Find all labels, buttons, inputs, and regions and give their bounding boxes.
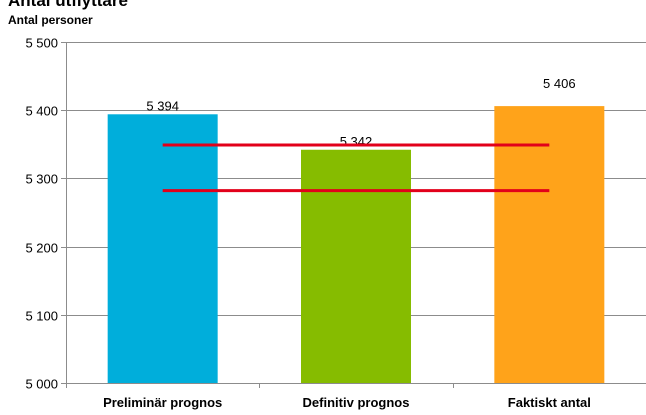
bar-value-label: 5 394: [146, 98, 179, 113]
y-tick-label: 5 300: [25, 172, 58, 187]
bar: [301, 149, 411, 383]
bar: [494, 106, 605, 383]
y-tick-label: 5 100: [25, 309, 58, 324]
y-axis-title: Antal personer: [8, 13, 93, 27]
bar-value-label: 5 342: [340, 134, 373, 149]
chart-title: Antal utflyttare: [8, 0, 128, 10]
y-tick-label: 5 400: [25, 104, 58, 119]
y-tick-label: 5 000: [25, 377, 58, 392]
y-tick-label: 5 200: [25, 241, 58, 256]
y-tick-label: 5 500: [25, 36, 58, 51]
x-tick-label: Preliminär prognos: [103, 395, 222, 410]
bar: [107, 114, 218, 384]
bar-value-label: 5 406: [543, 76, 576, 91]
x-tick-label: Definitiv prognos: [303, 395, 410, 410]
x-tick-label: Faktiskt antal: [508, 395, 591, 410]
